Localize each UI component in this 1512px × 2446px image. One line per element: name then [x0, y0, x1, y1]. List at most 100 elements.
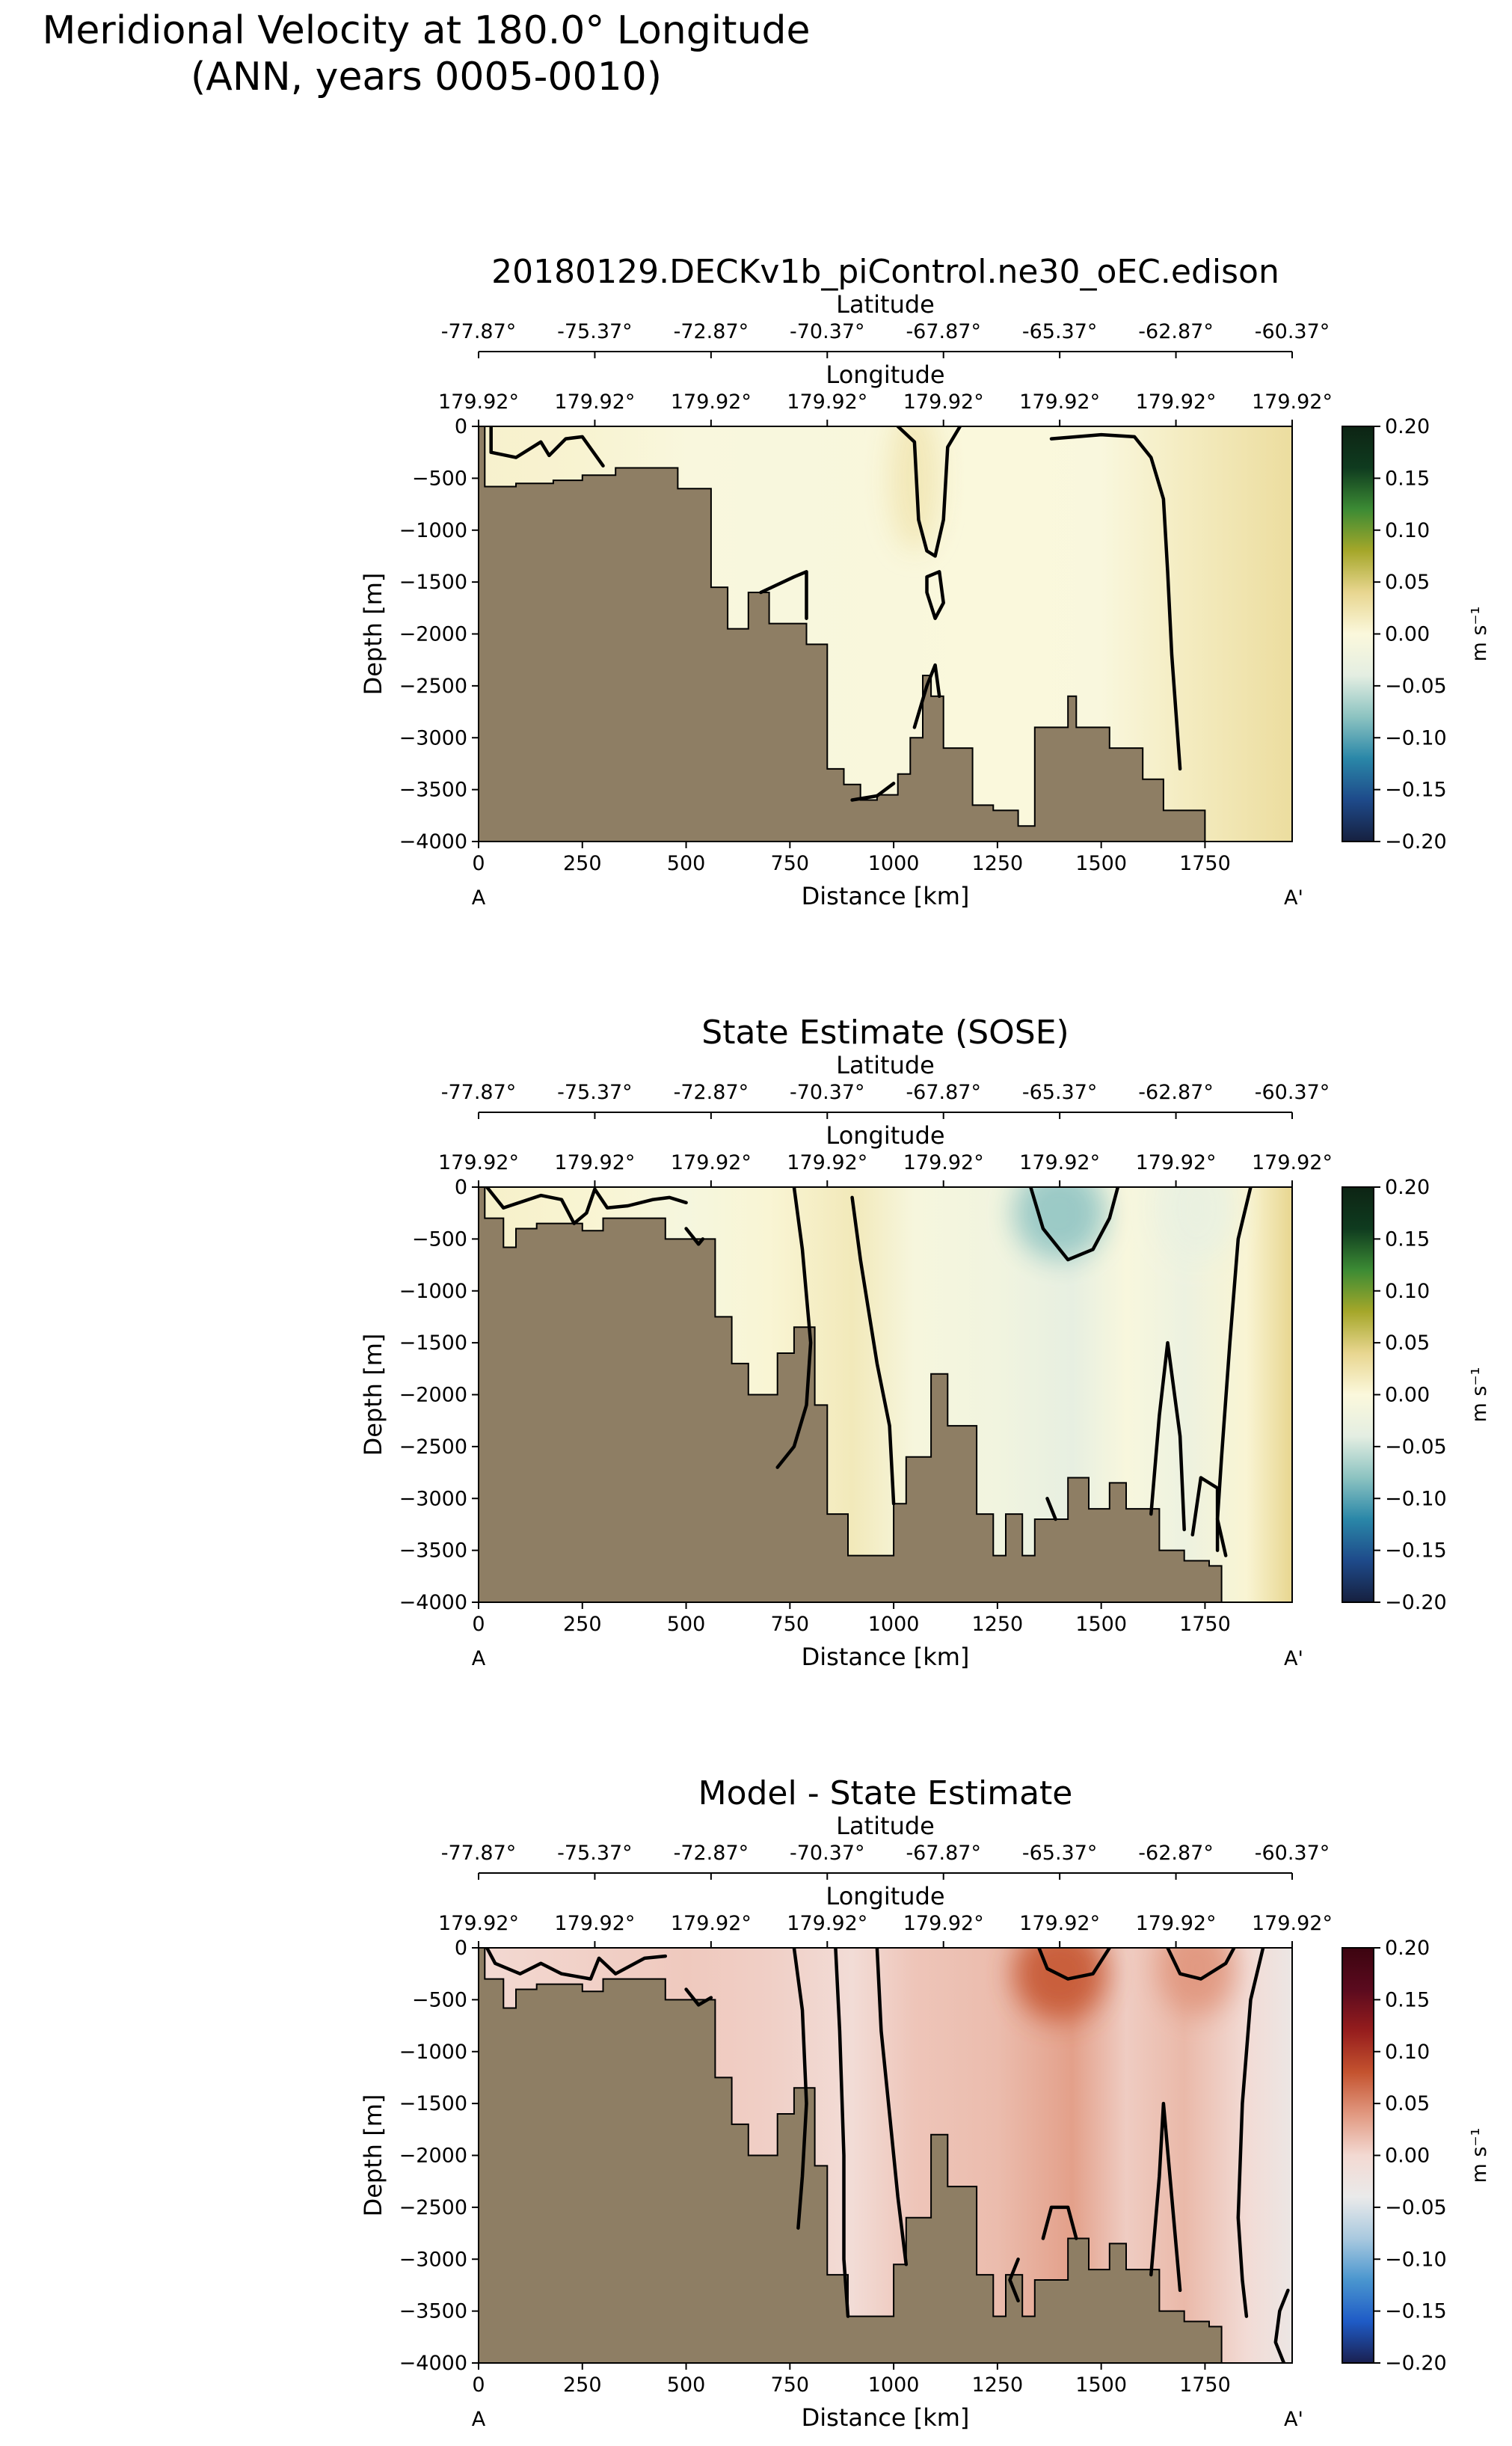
- colorbar-tick-label: 0.05: [1385, 571, 1430, 594]
- colorbar-tick-label: 0.15: [1385, 1227, 1430, 1251]
- y-tick-label: −500: [412, 467, 467, 490]
- x-tick-label: 750: [771, 2373, 810, 2397]
- y-tick-label: −2500: [399, 675, 467, 698]
- seafloor-bathymetry: [478, 1947, 1292, 2364]
- colorbar-tick-label: 0.20: [1385, 1937, 1430, 1960]
- colorbar-tick-label: −0.20: [1385, 1591, 1447, 1614]
- longitude-axis-label: Longitude: [826, 361, 944, 389]
- colorbar-tick-label: −0.05: [1385, 675, 1447, 698]
- latitude-tick-label: -67.87°: [906, 1842, 981, 1865]
- longitude-tick-label: 179.92°: [1019, 390, 1100, 414]
- colorbar-tick-label: −0.15: [1385, 779, 1447, 802]
- longitude-tick-label: 179.92°: [1136, 1912, 1217, 1935]
- latitude-tick-label: -75.37°: [557, 320, 633, 343]
- longitude-tick-label: 179.92°: [554, 390, 635, 414]
- x-tick-label: 0: [472, 1613, 485, 1636]
- latitude-axis-label: Latitude: [836, 1812, 935, 1840]
- zero-contour: [1008, 2258, 1020, 2303]
- y-tick-label: −4000: [399, 830, 467, 853]
- section-start-label: A: [472, 2408, 486, 2431]
- zero-contour: [1190, 1476, 1220, 1552]
- y-tick-label: −1500: [399, 1331, 467, 1355]
- y-axis-label: Depth [m]: [359, 2094, 387, 2217]
- x-tick-label: 0: [472, 2373, 485, 2397]
- colorbar-tick-label: 0.00: [1385, 623, 1430, 646]
- zero-contour: [1273, 2288, 1290, 2363]
- colorbar-tick-label: −0.10: [1385, 2248, 1447, 2271]
- colorbar-tick-label: −0.10: [1385, 1487, 1447, 1510]
- colorbar-tick-label: 0.20: [1385, 415, 1430, 438]
- zero-contour: [684, 1987, 713, 2007]
- seafloor-bathymetry: [478, 426, 1292, 842]
- colorbar-tick-label: 0.10: [1385, 519, 1430, 542]
- y-tick-label: −2000: [399, 623, 467, 646]
- colorbar: [1342, 1947, 1374, 2364]
- longitude-tick-label: 179.92°: [903, 1912, 984, 1935]
- x-tick-label: 0: [472, 852, 485, 875]
- zero-contour: [1037, 1948, 1112, 1981]
- colorbar-tick-label: −0.20: [1385, 2352, 1447, 2375]
- colorbar-tick-label: 0.10: [1385, 1280, 1430, 1303]
- x-tick-label: 1000: [868, 2373, 920, 2397]
- longitude-tick-label: 179.92°: [787, 1151, 867, 1174]
- latitude-tick-label: -77.87°: [441, 1081, 517, 1104]
- velocity-anomaly: [1159, 1948, 1235, 2016]
- y-tick-label: −2000: [399, 1384, 467, 1407]
- x-axis-label: Distance [km]: [802, 1643, 970, 1671]
- latitude-tick-label: -60.37°: [1255, 1842, 1330, 1865]
- zero-contour: [1045, 1497, 1057, 1521]
- colorbar-tick-label: −0.15: [1385, 2300, 1447, 2323]
- longitude-tick-label: 179.92°: [438, 1912, 519, 1935]
- colorbar-tick-label: 0.05: [1385, 2092, 1430, 2115]
- zero-contour: [485, 1187, 688, 1225]
- velocity-anomaly: [889, 426, 940, 551]
- y-axis-label: Depth [m]: [359, 573, 387, 696]
- latitude-axis-label: Latitude: [836, 1051, 935, 1079]
- longitude-tick-label: 179.92°: [787, 390, 867, 414]
- y-tick-label: −3000: [399, 1487, 467, 1510]
- y-tick-label: −1000: [399, 1280, 467, 1303]
- y-tick-label: −500: [412, 1988, 467, 2011]
- y-axis-label: Depth [m]: [359, 1334, 387, 1456]
- y-tick-label: −500: [412, 1227, 467, 1251]
- y-tick-label: −3500: [399, 779, 467, 802]
- latitude-tick-label: -70.37°: [790, 1081, 865, 1104]
- figure-title-line-2: (ANN, years 0005-0010): [190, 55, 663, 99]
- section-end-label: A': [1284, 886, 1303, 910]
- longitude-tick-label: 179.92°: [1252, 1912, 1333, 1935]
- latitude-tick-label: -65.37°: [1022, 1081, 1098, 1104]
- longitude-tick-label: 179.92°: [1136, 390, 1217, 414]
- colorbar-tick-label: 0.15: [1385, 1988, 1430, 2011]
- zero-contour: [1149, 1340, 1186, 1532]
- latitude-tick-label: -67.87°: [906, 320, 981, 343]
- colorbar-tick-label: 0.10: [1385, 2041, 1430, 2064]
- panel-3: 0 250 500 750 1000 1250 1500 1750 Distance [km] A…: [359, 1774, 1491, 2432]
- zero-contour: [1041, 2205, 1078, 2240]
- longitude-tick-label: 179.92°: [1136, 1151, 1217, 1174]
- x-tick-label: 1250: [972, 852, 1024, 875]
- panel-title: State Estimate (SOSE): [701, 1014, 1069, 1052]
- velocity-anomaly: [1014, 1948, 1106, 2021]
- x-tick-label: 1500: [1075, 2373, 1127, 2397]
- velocity-anomaly: [1014, 1187, 1106, 1260]
- latitude-tick-label: -77.87°: [441, 1842, 517, 1865]
- colorbar-label: m s⁻¹: [1468, 606, 1491, 661]
- y-tick-label: 0: [455, 415, 467, 438]
- x-tick-label: 250: [563, 1613, 602, 1636]
- longitude-tick-label: 179.92°: [1019, 1151, 1100, 1174]
- latitude-tick-label: -72.87°: [674, 1842, 749, 1865]
- colorbar-tick-label: 0.00: [1385, 1384, 1430, 1407]
- latitude-tick-label: -62.87°: [1138, 1081, 1214, 1104]
- zero-contour: [1029, 1187, 1120, 1262]
- x-tick-label: 250: [563, 2373, 602, 2397]
- colorbar-label: m s⁻¹: [1468, 2127, 1491, 2183]
- longitude-tick-label: 179.92°: [787, 1912, 867, 1935]
- section-end-label: A': [1284, 2408, 1303, 2431]
- figure-title: Meridional Velocity at 180.0° Longitude …: [0, 7, 852, 100]
- colorbar-tick-label: −0.10: [1385, 726, 1447, 750]
- zero-contour: [1236, 1948, 1265, 2318]
- y-tick-label: 0: [455, 1176, 467, 1199]
- x-tick-label: 500: [667, 2373, 706, 2397]
- zero-contour: [834, 1948, 850, 2318]
- y-tick-label: −4000: [399, 1591, 467, 1614]
